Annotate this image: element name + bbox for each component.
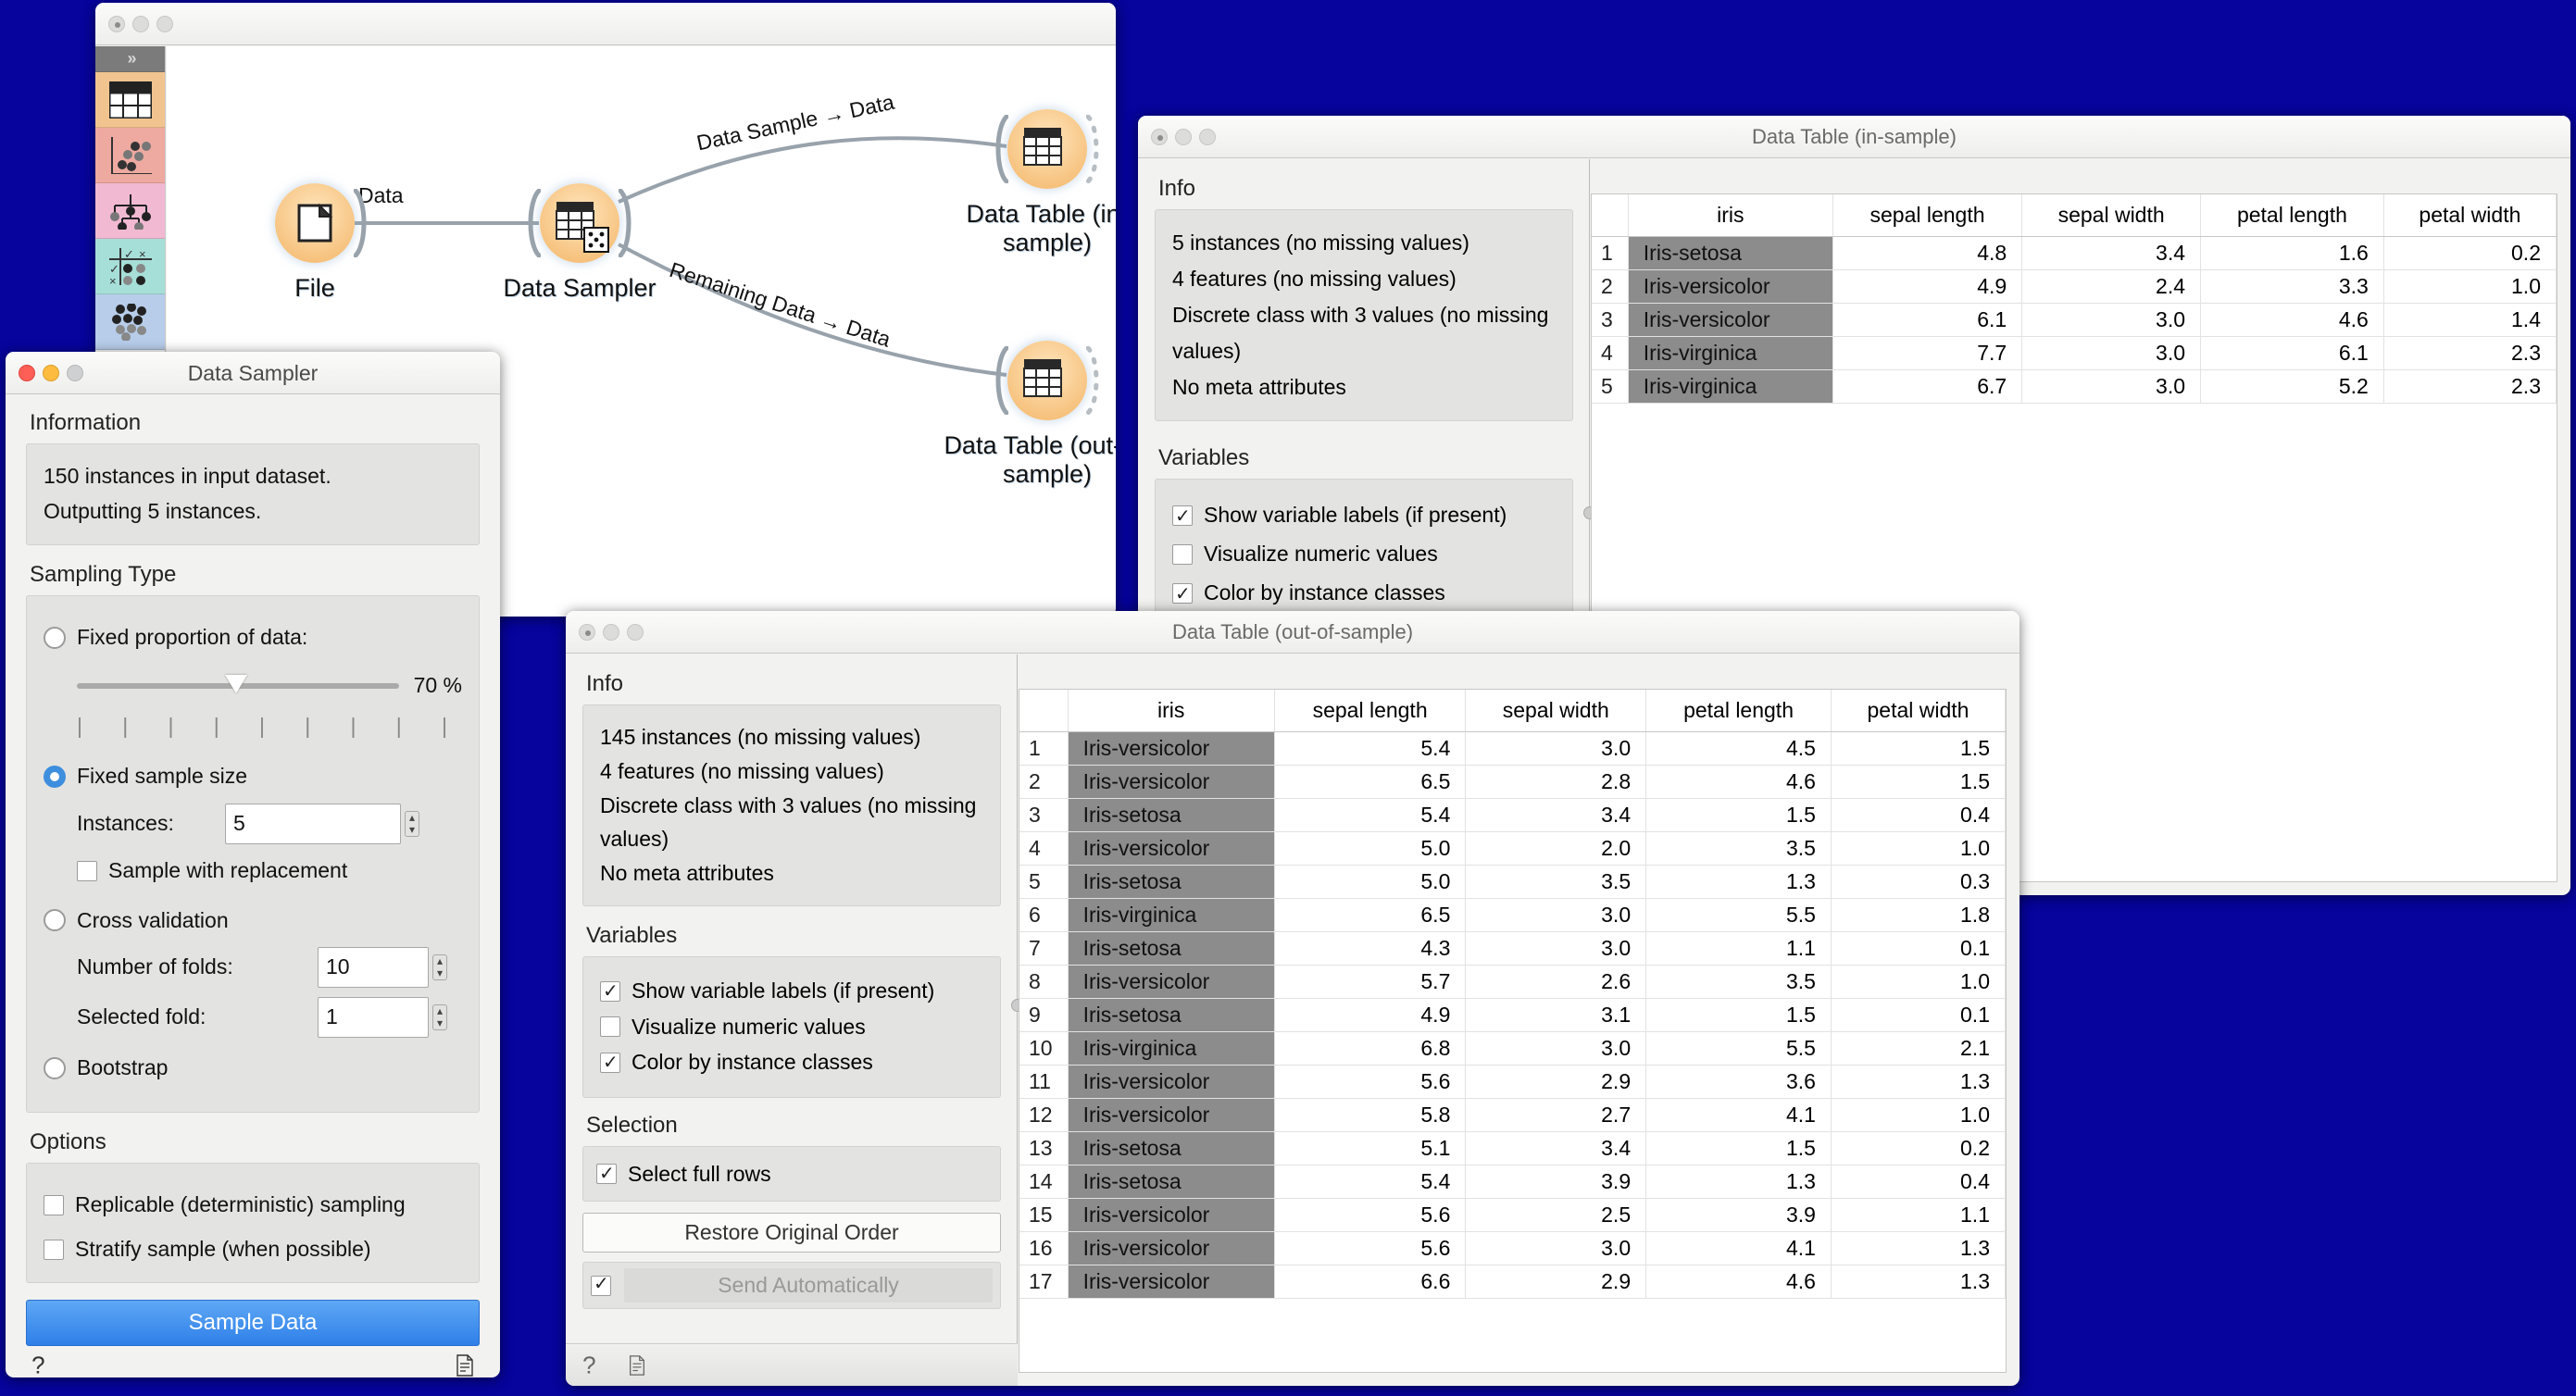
svg-text:×: × xyxy=(139,248,146,261)
svg-text:?: ? xyxy=(31,1353,44,1377)
svg-text:?: ? xyxy=(582,1353,595,1377)
svg-text:✓: ✓ xyxy=(124,248,134,261)
svg-text:×: × xyxy=(109,274,117,285)
